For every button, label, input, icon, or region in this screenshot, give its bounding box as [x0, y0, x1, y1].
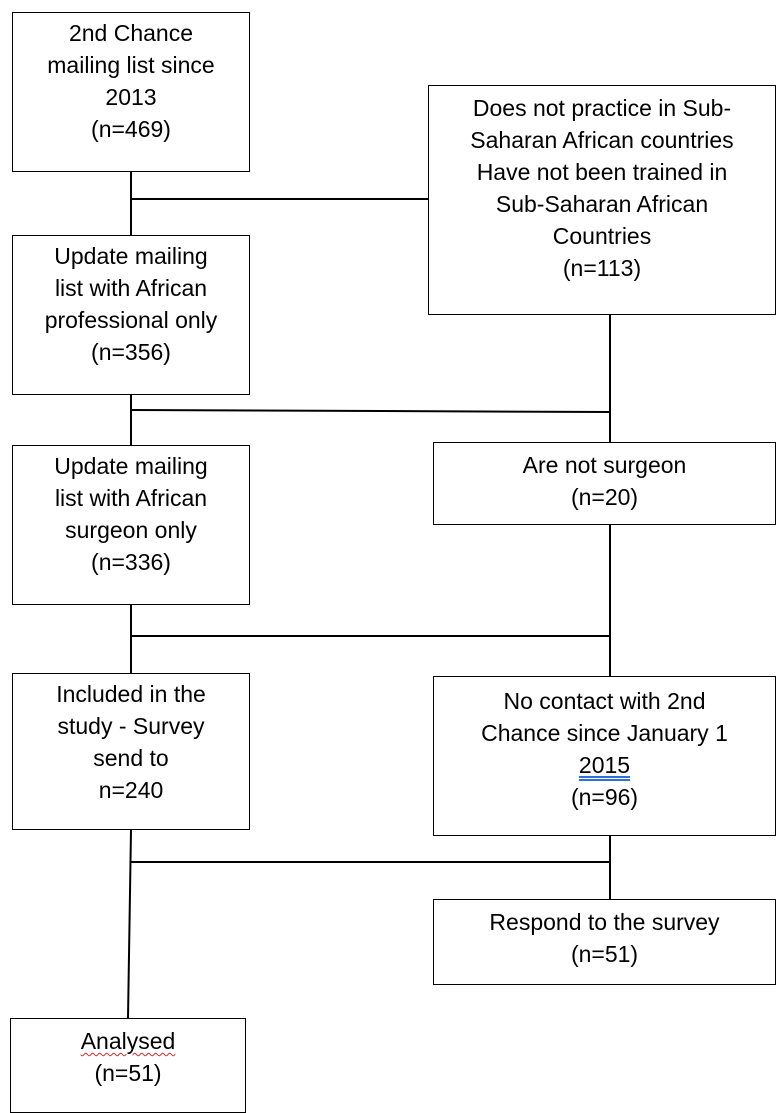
box-text-line: Countries	[552, 223, 652, 249]
box-text-line: Saharan African countries	[470, 127, 734, 153]
box-text-line: 2013	[105, 84, 157, 110]
box-text-line: Chance since January 1	[481, 720, 728, 746]
box-text-line: mailing list since	[47, 52, 215, 78]
box-text-line: Sub-Saharan African	[495, 191, 709, 217]
box-excluded-no-contact: No contact with 2nd Chance since January…	[433, 676, 776, 836]
connector-b4-b5	[127, 829, 132, 1019]
box-african-professional: Update mailing list with African profess…	[12, 235, 250, 395]
year-2015-label: 2015	[578, 752, 631, 778]
box-responded-survey: Respond to the survey (n=51)	[433, 899, 776, 985]
box-text-line: Analysed	[15, 1025, 241, 1057]
box-included-in-study: Included in the study - Survey send to n…	[12, 673, 250, 830]
box-text-line: send to	[93, 745, 169, 771]
box-text-line: (n=51)	[94, 1060, 162, 1086]
box-text-line: list with African	[54, 275, 208, 301]
box-text-line: professional only	[44, 307, 218, 333]
box-text-line: study - Survey	[57, 713, 205, 739]
box-text-line: Does not practice in Sub-	[472, 95, 732, 121]
box-excluded-not-surgeon: Are not surgeon (n=20)	[433, 442, 776, 525]
box-text-line: 2015	[438, 749, 771, 781]
box-mailing-list-2013: 2nd Chance mailing list since 2013 (n=46…	[12, 12, 250, 172]
box-text-line: No contact with 2nd	[503, 688, 706, 714]
box-text-line: Update mailing	[54, 453, 208, 479]
box-text-line: (n=20)	[570, 484, 639, 510]
box-african-surgeon: Update mailing list with African surgeon…	[12, 445, 250, 605]
box-text-line: 2nd Chance	[68, 20, 194, 46]
box-text-line: n=240	[98, 777, 164, 803]
box-text-line: (n=336)	[91, 549, 171, 575]
box-text-line: Included in the	[56, 681, 206, 707]
box-text-line: (n=469)	[91, 116, 171, 142]
box-text-line: list with African	[54, 485, 208, 511]
branch-e2	[130, 409, 611, 413]
box-text-line: (n=113)	[562, 255, 642, 281]
box-excluded-not-practicing: Does not practice in Sub- Saharan Africa…	[428, 85, 776, 315]
box-text-line: Respond to the survey	[489, 909, 720, 935]
box-analysed: Analysed (n=51)	[10, 1018, 246, 1113]
box-text-line: (n=96)	[570, 784, 639, 810]
box-text-line: (n=356)	[91, 339, 171, 365]
box-text-line: Are not surgeon	[522, 452, 687, 478]
box-text-line: Have not been trained in	[476, 159, 728, 185]
box-text-line: surgeon only	[65, 517, 197, 543]
box-text-line: Update mailing	[54, 243, 208, 269]
analysed-label: Analysed	[80, 1028, 176, 1054]
box-text-line: (n=51)	[570, 941, 639, 967]
